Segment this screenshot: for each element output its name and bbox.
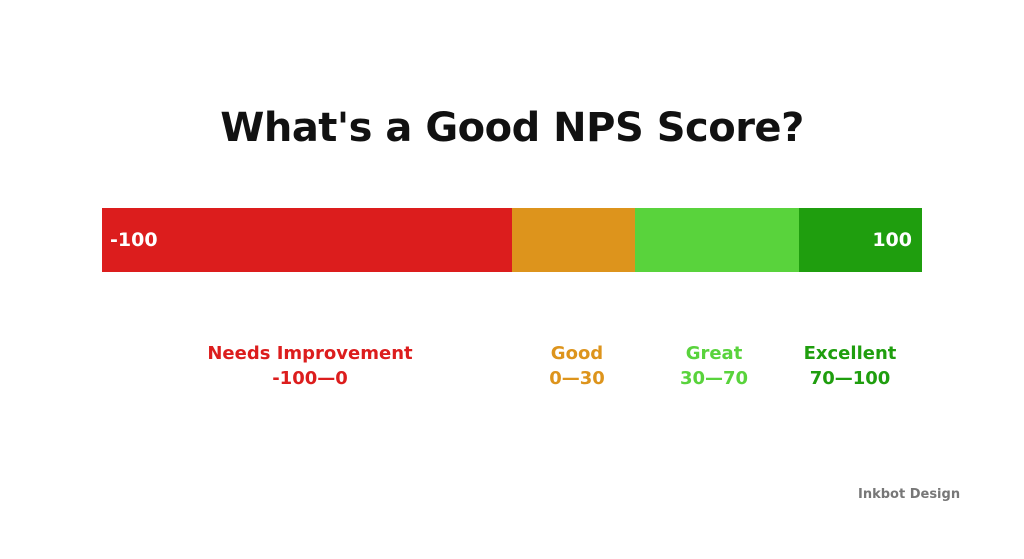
legend-great: Great 30—70 <box>664 341 764 391</box>
segment-good <box>512 208 635 272</box>
nps-scale-bar: -100 100 <box>102 208 922 272</box>
brand-watermark: Inkbot Design <box>858 487 961 502</box>
legend-range: -100—0 <box>272 368 348 389</box>
scale-max-label: 100 <box>872 229 912 251</box>
legend-range: 30—70 <box>679 368 749 389</box>
scale-min-label: -100 <box>110 229 158 251</box>
legend-range: 70—100 <box>809 368 891 389</box>
legend-range: 0—30 <box>549 368 605 389</box>
legend-needs-improvement: Needs Improvement -100—0 <box>190 341 430 391</box>
segment-great <box>635 208 799 272</box>
legend-good: Good 0—30 <box>532 341 622 391</box>
legend-name: Needs Improvement <box>207 343 413 364</box>
segment-needs-improvement <box>102 208 512 272</box>
legend-name: Excellent <box>803 343 897 364</box>
legend-excellent: Excellent 70—100 <box>782 341 918 391</box>
segment-excellent <box>799 208 922 272</box>
legend-name: Good <box>550 343 604 364</box>
legend-name: Great <box>685 343 743 364</box>
page-title: What's a Good NPS Score? <box>220 105 804 151</box>
